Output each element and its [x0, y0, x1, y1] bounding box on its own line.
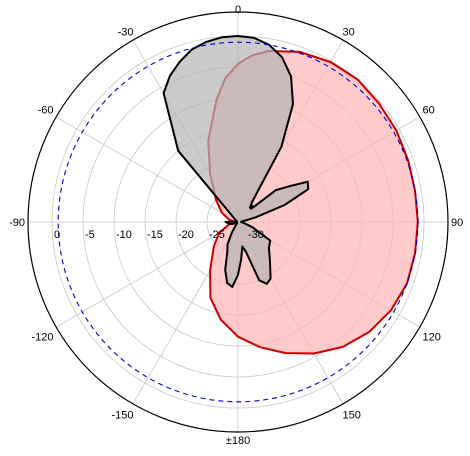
radial-tick-label: -5: [85, 229, 95, 241]
angle-tick-label: 0: [235, 4, 241, 16]
radial-tick-label: -30: [248, 229, 264, 241]
grid-spoke: [55, 221, 239, 328]
angle-tick-label: 120: [423, 332, 441, 344]
angle-tick-label: -90: [9, 217, 25, 229]
radial-tick-label: -20: [178, 229, 194, 241]
radial-tick-label: -25: [209, 229, 225, 241]
angle-tick-label: -150: [111, 410, 133, 422]
polar-frame: [27, 11, 449, 433]
angle-tick-label: 150: [343, 410, 361, 422]
series-layer: [162, 35, 419, 355]
series-2-pattern: [162, 35, 310, 288]
angle-tick-label: ±180: [226, 435, 250, 447]
angle-tick-label: 30: [343, 27, 355, 39]
tick-labels: 0 30 60 90 120 150 ±180 -150 -120 -90 -60 -30 0 -5 -10…: [9, 4, 463, 447]
grid-spoke: [55, 116, 239, 223]
reference-circle: [57, 41, 419, 403]
angle-tick-label: 90: [451, 217, 463, 229]
angle-tick-label: 60: [423, 105, 435, 117]
radial-tick-label: -10: [116, 229, 132, 241]
angle-tick-label: -30: [118, 27, 134, 39]
outer-ring: [27, 11, 449, 433]
radial-tick-label: -15: [147, 229, 163, 241]
angle-tick-label: -120: [31, 332, 53, 344]
radial-tick-label: 0: [54, 229, 60, 241]
angle-tick-label: -60: [38, 105, 54, 117]
